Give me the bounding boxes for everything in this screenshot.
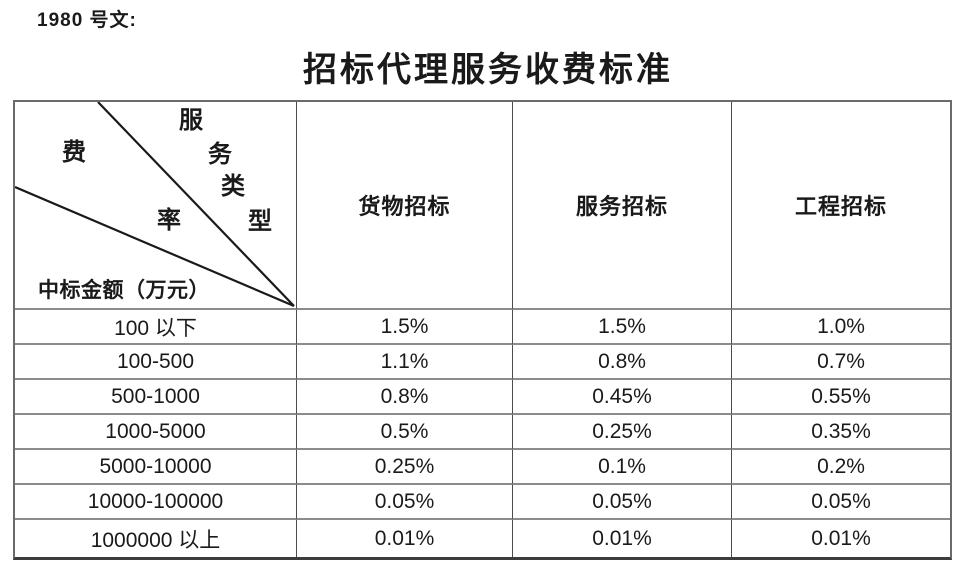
row-range-label: 1000-5000 bbox=[15, 415, 297, 450]
column-header-service-bidding: 服务招标 bbox=[513, 102, 732, 310]
fee-rate-value: 0.25% bbox=[297, 450, 513, 485]
fee-rate-value: 0.05% bbox=[513, 485, 732, 520]
corner-label-rate-char: 率 bbox=[157, 208, 181, 234]
fee-rate-value: 1.5% bbox=[513, 310, 732, 345]
fee-rate-value: 0.5% bbox=[297, 415, 513, 450]
fee-rate-value: 0.25% bbox=[513, 415, 732, 450]
row-range-label: 500-1000 bbox=[15, 380, 297, 415]
fee-rate-value: 1.5% bbox=[297, 310, 513, 345]
column-header-goods-bidding: 货物招标 bbox=[297, 102, 513, 310]
corner-label-amount: 中标金额（万元） bbox=[38, 278, 210, 302]
corner-label-service-type-char: 服 bbox=[179, 108, 203, 134]
corner-header-cell: 服 务 类 型 费 率 中标金额（万元） bbox=[15, 102, 297, 310]
row-range-label: 1000000 以上 bbox=[15, 520, 297, 557]
corner-label-service-type-char: 型 bbox=[248, 209, 272, 235]
fee-rate-value: 1.0% bbox=[732, 310, 950, 345]
fee-rate-value: 0.01% bbox=[811, 526, 871, 550]
fee-rate-value: 0.8% bbox=[297, 380, 513, 415]
fee-rate-value: 0.01% bbox=[513, 520, 732, 557]
fee-rate-value: 0.55% bbox=[732, 380, 950, 415]
fee-rate-value: 0.7% bbox=[732, 345, 950, 380]
row-range-label: 100-500 bbox=[15, 345, 297, 380]
fee-rate-value: 0.01% bbox=[297, 520, 513, 557]
corner-label-service-type-char: 务 bbox=[208, 142, 232, 168]
fee-rate-value: 1.1% bbox=[297, 345, 513, 380]
page-title: 招标代理服务收费标准 bbox=[303, 52, 673, 89]
column-header-engineering-bidding: 工程招标 bbox=[732, 102, 950, 310]
row-range-label: 10000-100000 bbox=[15, 485, 297, 520]
fee-rate-value: 0.1% bbox=[513, 450, 732, 485]
corner-label-service-type-char: 类 bbox=[221, 174, 245, 200]
row-range-label: 100 以下 bbox=[15, 310, 297, 345]
diagonal-divider-lines bbox=[15, 102, 295, 308]
document-number-label: 1980 号文: bbox=[37, 10, 137, 31]
fee-rate-value: 0.45% bbox=[513, 380, 732, 415]
fee-rate-value: 0.2% bbox=[732, 450, 950, 485]
row-range-label: 5000-10000 bbox=[15, 450, 297, 485]
fee-rate-value: 0.05% bbox=[297, 485, 513, 520]
fee-standard-table: 服 务 类 型 费 率 中标金额（万元） 货物招标 服务招标 工程招标 100 … bbox=[13, 100, 952, 560]
fee-rate-value: 0.05% bbox=[732, 485, 950, 520]
corner-label-rate-char: 费 bbox=[62, 140, 86, 166]
fee-rate-value: 0.8% bbox=[513, 345, 732, 380]
fee-rate-value: 0.35% bbox=[732, 415, 950, 450]
